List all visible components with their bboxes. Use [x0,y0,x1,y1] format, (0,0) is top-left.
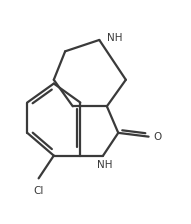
Text: Cl: Cl [33,186,44,196]
Text: NH: NH [107,33,122,43]
Text: O: O [153,132,162,142]
Text: NH: NH [97,160,113,170]
